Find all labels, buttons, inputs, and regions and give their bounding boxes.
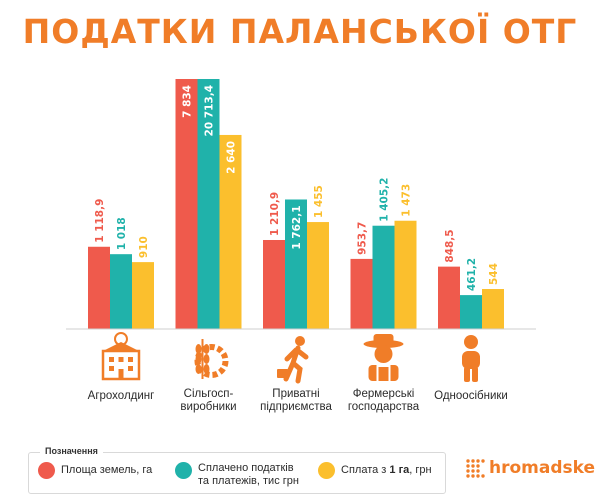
value-label-5-1: 848,5: [444, 229, 456, 262]
value-label-1-3: 910: [138, 236, 150, 258]
value-labels-layer: 1 118,9 1 018 910 7 834 20 713,4 2 640 1 210,9…: [94, 85, 500, 291]
value-label-4-2: 1 405,2: [379, 178, 391, 222]
value-label-5-2: 461,2: [466, 258, 478, 291]
building-icon: [101, 332, 141, 381]
bar-4-series-1: [350, 258, 373, 329]
legend-item-per-ha: Сплата з 1 га, грн: [318, 462, 432, 479]
bar-4-series-2: [372, 225, 395, 329]
brand-logo: hromadske: [465, 458, 595, 478]
bar-2-series-3: [219, 134, 242, 329]
wheat-gear-icon: [194, 339, 229, 379]
bar-3-series-1: [263, 239, 285, 329]
bar-5-series-2: [460, 295, 482, 329]
bar-2-series-1: [175, 79, 198, 329]
legend-label-area: Площа земель, га: [61, 464, 153, 476]
farmer-icon: [363, 334, 404, 381]
category-label-5: Одноосібники: [434, 390, 508, 402]
value-label-2-1: 7 834: [182, 85, 194, 118]
bar-3-series-2: [285, 199, 307, 329]
legend-label-per-ha-post: , грн: [409, 464, 432, 476]
icons-layer: [101, 332, 480, 384]
value-label-1-1: 1 118,9: [94, 199, 106, 243]
bar-3-series-3: [307, 222, 329, 329]
bars-layer: [88, 79, 504, 329]
legend-label-taxes: Сплачено податків та платежів, тис грн: [198, 462, 299, 488]
value-label-2-2: 20 713,4: [204, 85, 216, 136]
category-label-4: Фермерські господарства: [347, 388, 420, 413]
bar-5-series-1: [438, 266, 460, 329]
legend-label-per-ha-bold: 1 га: [389, 464, 410, 476]
value-label-2-3: 2 640: [226, 141, 238, 174]
legend-swatch-red: [38, 462, 55, 479]
legend-swatch-teal: [175, 462, 192, 479]
bar-1-series-3: [132, 262, 154, 329]
value-label-4-1: 953,7: [357, 222, 369, 255]
worker-with-briefcase-icon: [277, 336, 309, 384]
value-label-5-3: 544: [488, 263, 500, 285]
bar-2-series-2: [197, 79, 220, 329]
value-label-1-2: 1 018: [116, 217, 128, 250]
legend-item-area: Площа земель, га: [38, 462, 152, 479]
category-label-1: Агрохолдинг: [87, 390, 155, 402]
value-label-3-2: 1 762,1: [291, 205, 303, 249]
legend: [28, 452, 446, 494]
category-label-2: Сільгосп-виробники: [180, 388, 237, 413]
bar-5-series-3: [482, 289, 504, 329]
dots-logo-icon: [466, 459, 485, 478]
legend-title: Позначення: [40, 446, 103, 456]
legend-swatch-yellow: [318, 462, 335, 479]
bar-chart: 1 118,9 1 018 910 7 834 20 713,4 2 640 1 210,9…: [66, 79, 536, 384]
category-label-3: Приватні підприємства: [260, 388, 332, 413]
value-label-3-1: 1 210,9: [269, 192, 281, 236]
legend-label-per-ha: Сплата з 1 га, грн: [341, 462, 432, 477]
bar-1-series-1: [88, 246, 110, 329]
page-title: ПОДАТКИ ПАЛАНСЬКОЇ ОТГ: [22, 12, 578, 51]
value-label-4-3: 1 473: [401, 184, 413, 217]
legend-item-taxes: Сплачено податків та платежів, тис грн: [175, 462, 299, 488]
value-label-3-3: 1 455: [313, 185, 325, 218]
legend-label-taxes-line1: Сплачено податків: [198, 462, 294, 474]
legend-label-taxes-line2: та платежів, тис грн: [198, 475, 299, 487]
bar-4-series-3: [394, 220, 417, 329]
person-icon: [462, 335, 480, 382]
legend-label-per-ha-pre: Сплата з: [341, 464, 390, 476]
bar-1-series-2: [110, 254, 132, 329]
brand-name: hromadske: [489, 458, 596, 478]
